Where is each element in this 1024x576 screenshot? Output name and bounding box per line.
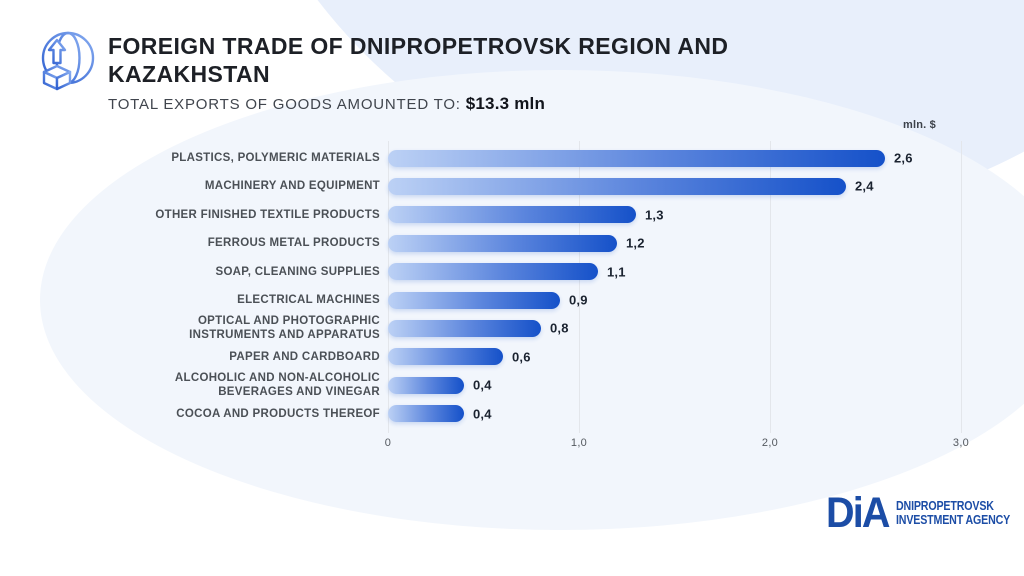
- bar: [388, 405, 464, 423]
- gridline-2,0: [770, 141, 771, 433]
- bar: [388, 348, 503, 366]
- bar: [388, 177, 846, 195]
- bar: [388, 376, 464, 394]
- value-label: 0,4: [473, 377, 492, 393]
- dia-text-line-1: DNIPROPETROVSK: [896, 498, 994, 513]
- dia-text-line-2: INVESTMENT AGENCY: [896, 512, 1011, 527]
- category-label: MACHINERY AND EQUIPMENT: [204, 180, 380, 193]
- x-tick-label: 2,0: [761, 437, 779, 449]
- bar: [388, 149, 885, 167]
- category-label: OTHER FINISHED TEXTILE PRODUCTS: [155, 208, 380, 221]
- value-label: 0,4: [473, 406, 492, 422]
- category-label: PAPER AND CARDBOARD: [229, 350, 380, 363]
- title-line-2: KAZAKHSTAN: [108, 61, 271, 87]
- bar: [388, 234, 617, 252]
- gridline-3,0: [961, 141, 962, 433]
- bar: [388, 206, 636, 224]
- bar: [388, 263, 598, 281]
- dia-logo: DiA DNIPROPETROVSK INVESTMENT AGENCY: [826, 489, 1024, 537]
- category-label: SOAP, CLEANING SUPPLIES: [215, 265, 380, 278]
- value-label: 0,8: [550, 320, 569, 336]
- category-label: COCOA AND PRODUCTS THEREOF: [176, 407, 380, 420]
- bar: [388, 319, 541, 337]
- subtitle-label: TOTAL EXPORTS OF GOODS AMOUNTED TO:: [108, 96, 466, 113]
- x-tick-label: 0: [384, 437, 392, 449]
- value-label: 1,3: [645, 207, 664, 223]
- value-label: 2,6: [894, 150, 913, 166]
- gridline-1,0: [579, 141, 580, 433]
- export-globe-icon: [41, 31, 95, 91]
- page-title: FOREIGN TRADE OF DNIPROPETROVSK REGION A…: [108, 32, 728, 88]
- value-label: 2,4: [855, 178, 874, 194]
- subtitle: TOTAL EXPORTS OF GOODS AMOUNTED TO: $13.…: [108, 94, 545, 114]
- dia-logo-text: DNIPROPETROVSK INVESTMENT AGENCY: [896, 499, 1024, 527]
- value-label: 1,2: [626, 235, 645, 251]
- category-label: OPTICAL AND PHOTOGRAPHIC INSTRUMENTS AND…: [189, 315, 380, 342]
- bar: [388, 291, 560, 309]
- axis-unit-label: mln. $: [903, 119, 936, 131]
- title-line-1: FOREIGN TRADE OF DNIPROPETROVSK REGION A…: [108, 33, 729, 59]
- category-label: FERROUS METAL PRODUCTS: [207, 237, 380, 250]
- value-label: 1,1: [607, 264, 626, 280]
- category-label: PLASTICS, POLYMERIC MATERIALS: [171, 152, 380, 164]
- x-tick-label: 3,0: [952, 437, 970, 449]
- value-label: 0,6: [512, 349, 531, 365]
- subtitle-value: $13.3 mln: [465, 94, 546, 113]
- value-label: 0,9: [569, 292, 588, 308]
- category-label: ELECTRICAL MACHINES: [237, 294, 380, 306]
- gridline-0: [388, 141, 389, 433]
- x-tick-label: 1,0: [570, 437, 588, 449]
- category-label: ALCOHOLIC AND NON-ALCOHOLIC BEVERAGES AN…: [174, 372, 380, 399]
- dia-wordmark: DiA: [826, 489, 890, 537]
